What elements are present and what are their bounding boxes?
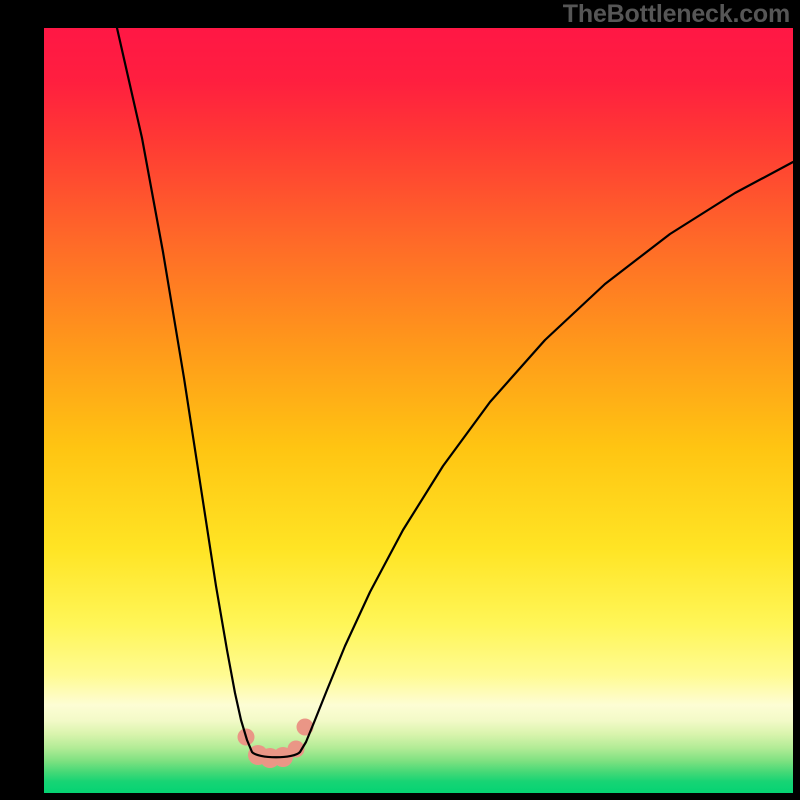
bottleneck-chart (0, 0, 800, 800)
gradient-background (44, 28, 793, 793)
chart-border (0, 793, 800, 800)
chart-border (793, 0, 800, 800)
watermark-text: TheBottleneck.com (563, 0, 790, 29)
chart-border (0, 0, 44, 800)
